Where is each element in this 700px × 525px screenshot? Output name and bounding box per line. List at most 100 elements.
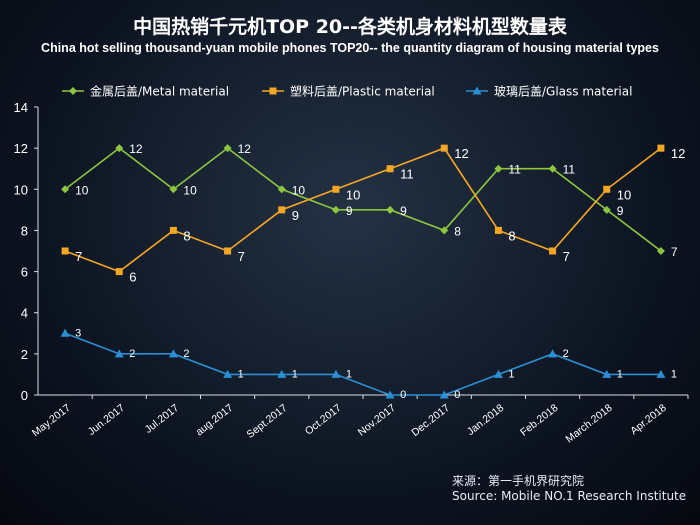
legend-label: 玻璃后盖/Glass material [494, 85, 632, 99]
data-label: 8 [508, 228, 515, 243]
data-point [332, 185, 340, 193]
data-point [277, 369, 287, 378]
source-line-en: Source: Mobile NO.1 Research Institute [452, 489, 687, 503]
data-label: 12 [454, 146, 468, 161]
data-point [385, 390, 395, 399]
data-point [114, 349, 124, 358]
data-point [494, 164, 503, 173]
data-label: 10 [183, 183, 197, 197]
data-point [61, 247, 69, 255]
data-label: 1 [617, 368, 623, 380]
x-tick-label: Nov.2017 [356, 402, 398, 439]
data-label: 1 [671, 368, 677, 380]
data-label: 11 [563, 163, 576, 177]
series-1: 7 6 8 7 9 10 11 12 8 7 10 12 [61, 144, 685, 285]
data-point [277, 185, 286, 194]
data-label: 7 [238, 249, 245, 264]
data-label: 1 [238, 368, 244, 380]
data-point [440, 144, 448, 152]
series-2: 3 2 2 1 1 1 0 0 1 2 1 1 [60, 327, 677, 401]
data-point [656, 369, 666, 378]
data-point [549, 247, 557, 255]
data-label: 8 [183, 228, 190, 243]
data-label: 1 [346, 368, 352, 380]
chart-title: 中国热销千元机TOP 20--各类机身材料机型数量表 [133, 16, 567, 38]
data-label: 3 [75, 327, 81, 339]
data-point [223, 144, 232, 153]
data-point [494, 226, 502, 234]
series-line [64, 147, 662, 273]
data-point [331, 205, 340, 214]
data-label: 7 [671, 245, 678, 259]
legend-item-0: 金属后盖/Metal material [62, 84, 229, 99]
data-point [656, 247, 665, 255]
data-point [548, 349, 558, 358]
y-tick-label: 8 [21, 223, 28, 238]
legend-label: 金属后盖/Metal material [90, 84, 229, 99]
y-tick-label: 10 [14, 182, 28, 197]
data-label: 1 [292, 368, 298, 380]
data-label: 10 [346, 187, 360, 202]
legend-marker [269, 87, 277, 95]
data-point [386, 205, 395, 214]
x-tick-label: Feb.2018 [518, 402, 560, 439]
data-label: 2 [563, 348, 569, 360]
y-tick-label: 0 [21, 388, 28, 403]
data-label: 9 [400, 204, 407, 218]
data-point [657, 144, 665, 152]
data-point [440, 226, 449, 235]
x-tick-label: Dec.2017 [409, 402, 452, 439]
x-tick-label: March.2018 [564, 402, 615, 446]
data-point [603, 185, 611, 193]
y-tick-label: 4 [21, 306, 28, 321]
y-tick-label: 14 [14, 100, 28, 115]
data-point [439, 390, 449, 399]
data-point [168, 349, 178, 358]
series-line [64, 147, 662, 252]
data-point [493, 369, 503, 378]
x-tick-label: Sept.2017 [244, 402, 289, 441]
x-tick-label: Jun.2017 [86, 402, 128, 438]
legend-marker [69, 87, 77, 95]
data-label: 1 [508, 368, 514, 380]
source-note: 来源：第一手机界研究院 Source: Mobile NO.1 Research… [452, 474, 686, 504]
data-label: 7 [563, 249, 570, 264]
data-label: 11 [508, 163, 521, 177]
data-point [602, 369, 612, 378]
chart-subtitle: China hot selling thousand-yuan mobile p… [41, 41, 659, 55]
x-tick-label: Apr.2018 [628, 402, 669, 437]
data-label: 9 [346, 204, 353, 218]
x-tick-label: Jan.2018 [465, 402, 507, 438]
data-point [278, 206, 286, 214]
y-tick-label: 12 [14, 141, 28, 156]
data-label: 12 [671, 146, 685, 161]
data-label: 2 [129, 348, 135, 360]
data-point [60, 328, 70, 337]
data-point [224, 247, 232, 255]
data-label: 10 [617, 187, 631, 202]
data-label: 10 [292, 183, 306, 197]
data-point [223, 369, 233, 378]
data-label: 0 [454, 389, 460, 401]
source-line-cn: 来源：第一手机界研究院 [452, 474, 585, 488]
legend-item-2: 玻璃后盖/Glass material [466, 85, 632, 99]
data-point [331, 369, 341, 378]
data-label: 2 [183, 348, 189, 360]
data-point [602, 205, 611, 214]
x-tick-label: May.2017 [30, 402, 73, 439]
data-label: 10 [75, 183, 89, 197]
data-point [115, 144, 124, 153]
data-point [115, 268, 123, 276]
x-tick-label: aug.2017 [194, 402, 236, 439]
data-label: 8 [454, 224, 461, 238]
data-label: 7 [75, 249, 82, 264]
legend-item-1: 塑料后盖/Plastic material [262, 84, 435, 99]
data-label: 12 [129, 142, 143, 156]
series-line [64, 332, 661, 396]
data-point [169, 185, 178, 194]
data-label: 12 [238, 142, 252, 156]
data-point [61, 185, 70, 194]
data-point [169, 226, 177, 234]
series-0: 10 12 10 12 10 9 9 8 11 11 9 7 [61, 142, 678, 259]
